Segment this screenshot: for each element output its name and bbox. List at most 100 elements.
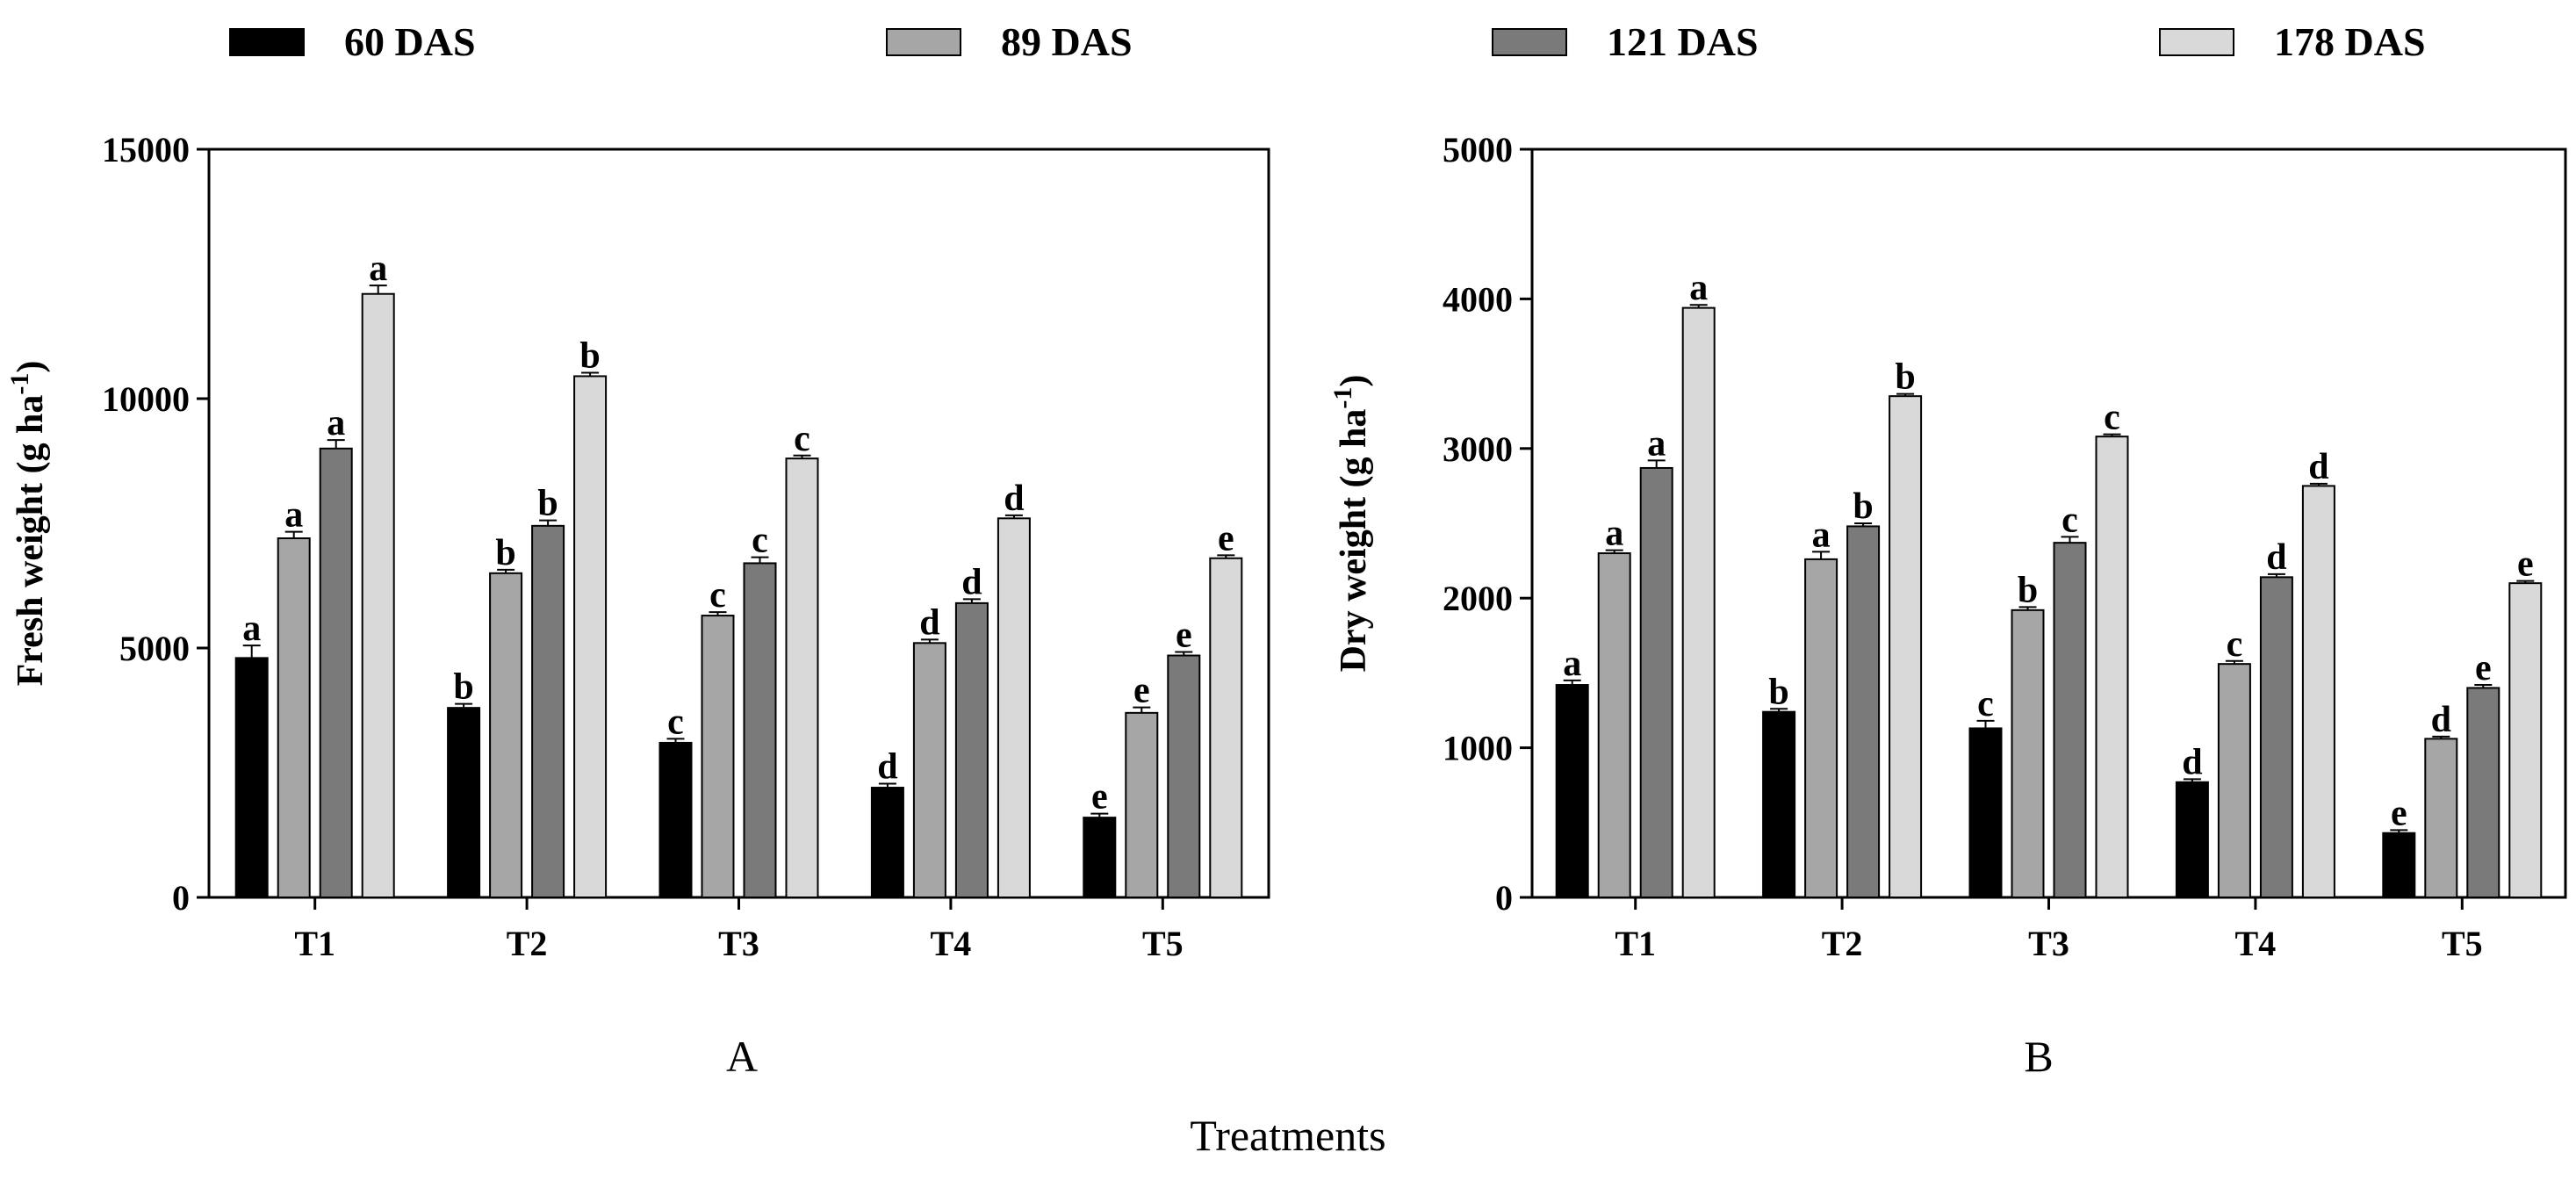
bar-t3-series-1: [2011, 609, 2045, 898]
significance-letter: b: [1853, 486, 1873, 527]
x-tick-label-t5: T5: [2442, 924, 2483, 963]
significance-letter: d: [2266, 537, 2286, 578]
legend-item-2: 121 DAS: [1492, 19, 1759, 64]
significance-letter: d: [919, 602, 939, 643]
significance-letter: a: [1647, 423, 1666, 464]
x-tick-label-t2: T2: [507, 924, 548, 963]
bar-t2-series-3: [573, 375, 608, 898]
x-tick-label-t1: T1: [1615, 924, 1656, 963]
legend-swatch-2: [1492, 28, 1567, 56]
x-tick-label-t3: T3: [2028, 924, 2069, 963]
significance-letter: d: [877, 746, 897, 787]
significance-letter: e: [1091, 777, 1108, 817]
significance-letter: c: [2062, 500, 2078, 540]
y-tick-label: 1000: [1443, 729, 1513, 768]
bar-t2-series-0: [1762, 710, 1796, 898]
panel-label-b: B: [2024, 1032, 2053, 1081]
bar-t4-series-2: [2259, 576, 2293, 898]
legend-label-2: 121 DAS: [1607, 19, 1759, 64]
panel-label-a: A: [726, 1032, 758, 1081]
bar-t4-series-0: [2175, 781, 2209, 898]
significance-letter: c: [752, 521, 768, 561]
bar-t5-series-3: [2508, 582, 2543, 898]
significance-letter: a: [242, 609, 261, 649]
bar-t5-series-2: [1167, 654, 1201, 899]
significance-letter: c: [2104, 398, 2120, 438]
significance-letter: a: [1563, 644, 1581, 684]
significance-letter: b: [2018, 570, 2038, 610]
significance-letter: e: [1176, 616, 1192, 656]
significance-letter: a: [1605, 514, 1623, 554]
bar-t3-series-0: [658, 741, 693, 898]
significance-letter: d: [961, 562, 982, 602]
significance-letter: d: [2182, 742, 2202, 782]
significance-letter: e: [1133, 671, 1150, 711]
legend: 60 DAS 89 DAS 121 DAS 178 DAS: [229, 19, 2426, 64]
chart-panel-b: 0 1000 2000 3000 4000 5000 Dry weight (g ha-1)…: [1328, 130, 2567, 963]
bar-t2-series-0: [447, 707, 481, 898]
bar-t3-series-2: [743, 562, 777, 898]
chart-panel-a: 0 5000 10000 15000 Fresh weight (g ha-1) T1 a a…: [5, 130, 1270, 963]
y-axis-title: Dry weight (g ha-1): [1328, 375, 1374, 673]
significance-letter: d: [2431, 700, 2451, 740]
significance-letter: b: [495, 533, 515, 573]
legend-item-1: 89 DAS: [886, 19, 1133, 64]
bar-t1-series-1: [1597, 552, 1631, 899]
significance-letter: e: [1218, 518, 1234, 558]
significance-letter: b: [537, 484, 558, 524]
significance-letter: a: [1812, 515, 1831, 555]
legend-label-3: 178 DAS: [2274, 19, 2426, 64]
y-tick-label: 0: [172, 878, 190, 918]
y-tick-label: 4000: [1443, 279, 1513, 319]
bar-t4-series-1: [912, 642, 946, 898]
significance-letter: b: [1895, 357, 1915, 398]
significance-letter: e: [2517, 544, 2534, 585]
bar-t1-series-0: [234, 657, 269, 898]
bar-t5-series-3: [1209, 557, 1243, 898]
bar-t2-series-2: [531, 524, 565, 899]
significance-letter: a: [327, 403, 345, 443]
legend-swatch-0: [229, 28, 305, 56]
legend-swatch-3: [2159, 28, 2234, 56]
legend-label-0: 60 DAS: [344, 19, 476, 64]
y-tick-label: 5000: [119, 629, 190, 668]
bar-t1-series-3: [361, 292, 395, 899]
significance-letter: a: [1689, 268, 1708, 308]
bar-t5-series-0: [2382, 832, 2416, 899]
x-axis-title: Treatments: [1190, 1111, 1385, 1160]
y-tick-label: 2000: [1443, 579, 1513, 618]
bar-t3-series-3: [785, 457, 819, 898]
bar-t4-series-0: [870, 787, 904, 898]
bar-t1-series-2: [1639, 466, 1673, 899]
bar-t2-series-2: [1846, 525, 1881, 899]
legend-label-1: 89 DAS: [1001, 19, 1133, 64]
significance-letter: a: [369, 248, 387, 289]
x-tick-label-t1: T1: [294, 924, 335, 963]
significance-letter: c: [794, 419, 810, 459]
x-tick-label-t3: T3: [718, 924, 759, 963]
legend-item-3: 178 DAS: [2159, 19, 2426, 64]
bar-t5-series-2: [2466, 687, 2500, 898]
bar-t5-series-1: [2424, 738, 2458, 898]
significance-letter: b: [1768, 672, 1788, 712]
bar-t1-series-3: [1681, 306, 1716, 898]
significance-letter: c: [2227, 624, 2243, 665]
bar-t4-series-1: [2217, 663, 2251, 899]
y-tick-label: 0: [1495, 878, 1513, 918]
significance-letter: c: [1977, 684, 1994, 724]
bar-t5-series-1: [1125, 711, 1159, 899]
bar-t2-series-1: [489, 572, 523, 898]
bar-t3-series-2: [2053, 542, 2087, 898]
bar-t3-series-3: [2095, 436, 2129, 898]
bar-t2-series-3: [1889, 395, 1923, 899]
y-tick-label: 10000: [102, 379, 190, 419]
bar-t2-series-1: [1804, 558, 1838, 898]
significance-letter: c: [667, 702, 684, 742]
significance-letter: b: [579, 335, 600, 376]
bar-t4-series-2: [954, 601, 989, 898]
legend-item-0: 60 DAS: [229, 19, 476, 64]
x-tick-label-t4: T4: [2235, 924, 2277, 963]
significance-letter: b: [453, 667, 473, 708]
significance-letter: a: [284, 495, 303, 536]
